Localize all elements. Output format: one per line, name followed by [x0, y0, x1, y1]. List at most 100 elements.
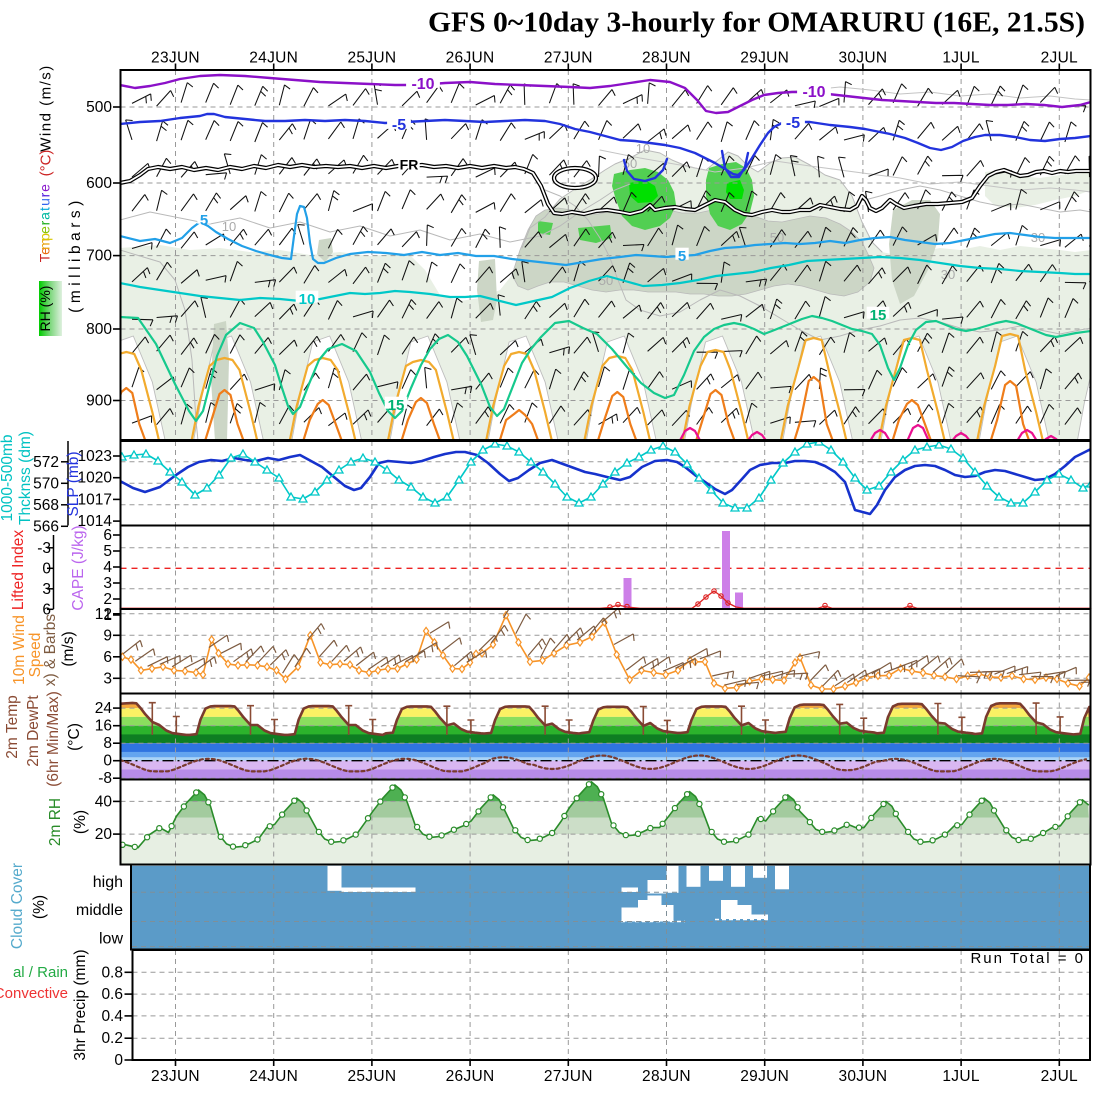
svg-text:8: 8: [103, 735, 112, 752]
svg-text:20: 20: [95, 826, 113, 843]
svg-text:2: 2: [103, 591, 112, 608]
svg-text:FR: FR: [400, 157, 419, 173]
svg-text:3: 3: [103, 575, 112, 592]
svg-text:24JUN: 24JUN: [249, 50, 298, 67]
svg-text:x) & Barbs: x) & Barbs: [42, 614, 59, 687]
svg-text:570: 570: [33, 475, 59, 492]
svg-text:e: e: [37, 247, 53, 255]
svg-text:900: 900: [86, 393, 112, 410]
svg-text:-10: -10: [802, 84, 825, 101]
svg-text:(m/s): (m/s): [60, 631, 77, 666]
svg-text:30JUN: 30JUN: [838, 1068, 887, 1085]
svg-text:e: e: [37, 226, 53, 234]
svg-text:Convective: Convective: [0, 985, 68, 1002]
svg-text:24JUN: 24JUN: [249, 1068, 298, 1085]
svg-text:Lifted Index: Lifted Index: [10, 530, 27, 610]
svg-text:5: 5: [200, 212, 208, 229]
svg-text:9: 9: [103, 627, 112, 644]
svg-text:1000-500mb: 1000-500mb: [0, 434, 16, 521]
svg-text:a: a: [37, 212, 53, 220]
svg-text:27JUN: 27JUN: [544, 50, 593, 67]
svg-text:500: 500: [86, 99, 112, 116]
svg-text:800: 800: [86, 321, 112, 338]
svg-text:3hr Precip (mm): 3hr Precip (mm): [72, 949, 89, 1060]
svg-text:15: 15: [870, 307, 887, 324]
svg-text:2m RH: 2m RH: [47, 798, 64, 846]
svg-text:25JUN: 25JUN: [347, 50, 396, 67]
svg-text:568: 568: [33, 497, 59, 514]
svg-text:27JUN: 27JUN: [544, 1068, 593, 1085]
svg-text:(%): (%): [31, 895, 48, 919]
svg-text:26JUN: 26JUN: [446, 1068, 495, 1085]
svg-text:1JUL: 1JUL: [942, 1068, 979, 1085]
svg-text:-5: -5: [392, 117, 406, 134]
svg-text:6: 6: [42, 601, 51, 618]
svg-text:29JUN: 29JUN: [740, 50, 789, 67]
svg-text:2m Temp: 2m Temp: [4, 695, 21, 758]
svg-text:40: 40: [95, 793, 113, 810]
svg-text:Thcknss (dm): Thcknss (dm): [17, 431, 34, 525]
svg-text:10m Wind: 10m Wind: [11, 615, 28, 685]
svg-text:2JUL: 2JUL: [1041, 1068, 1078, 1085]
svg-text:23JUN: 23JUN: [151, 1068, 200, 1085]
svg-text:-5: -5: [786, 115, 800, 132]
svg-text:566: 566: [33, 518, 59, 535]
svg-text:3: 3: [103, 670, 112, 687]
svg-text:GFS 0~10day 3-hourly for OMARU: GFS 0~10day 3-hourly for OMARURU (16E, 2…: [428, 7, 1085, 39]
svg-text:SLP (mb): SLP (mb): [65, 451, 82, 516]
svg-text:r: r: [37, 220, 53, 225]
svg-text:12: 12: [95, 606, 112, 623]
svg-text:600: 600: [86, 175, 112, 192]
svg-text:10: 10: [636, 141, 650, 156]
svg-text:Run Total = 0: Run Total = 0: [970, 950, 1085, 967]
svg-text:1020: 1020: [78, 470, 113, 487]
svg-text:2m DewPt: 2m DewPt: [25, 695, 42, 767]
svg-text:high: high: [93, 874, 123, 891]
svg-text:e: e: [37, 184, 53, 192]
svg-text:25JUN: 25JUN: [347, 1068, 396, 1085]
svg-text:(°C): (°C): [66, 723, 83, 751]
svg-text:1JUL: 1JUL: [942, 50, 979, 67]
svg-text:700: 700: [86, 248, 112, 265]
svg-text:0.6: 0.6: [101, 986, 123, 1003]
svg-text:28JUN: 28JUN: [642, 1068, 691, 1085]
svg-text:0.4: 0.4: [101, 1008, 123, 1025]
svg-text:-10: -10: [411, 76, 434, 93]
svg-text:low: low: [99, 931, 123, 948]
svg-text:1017: 1017: [78, 491, 112, 508]
svg-text:CAPE (J/kg): CAPE (J/kg): [70, 525, 87, 610]
svg-text:1023: 1023: [78, 448, 112, 465]
svg-text:middle: middle: [76, 902, 123, 919]
svg-text:T: T: [37, 253, 53, 262]
svg-text:15: 15: [388, 397, 405, 414]
svg-text:(°C): (°C): [38, 150, 55, 177]
svg-text:5: 5: [678, 248, 686, 265]
svg-text:23JUN: 23JUN: [151, 50, 200, 67]
svg-text:10: 10: [299, 291, 316, 308]
svg-text:24: 24: [95, 700, 113, 717]
svg-text:Speed: Speed: [27, 633, 44, 678]
svg-text:Cloud Cover: Cloud Cover: [9, 863, 26, 949]
svg-text:RH (%): RH (%): [37, 286, 53, 332]
svg-text:26JUN: 26JUN: [446, 50, 495, 67]
svg-text:m: m: [37, 238, 53, 250]
svg-text:28JUN: 28JUN: [642, 50, 691, 67]
svg-text:u: u: [37, 198, 53, 206]
svg-text:-3: -3: [37, 540, 51, 557]
svg-text:0: 0: [42, 560, 51, 577]
svg-text:t: t: [37, 207, 53, 211]
svg-text:10: 10: [222, 219, 236, 234]
svg-text:4: 4: [103, 559, 112, 576]
svg-text:-8: -8: [98, 770, 112, 787]
svg-text:(%): (%): [72, 810, 89, 834]
svg-text:1014: 1014: [78, 513, 113, 530]
svg-text:3: 3: [42, 581, 51, 598]
svg-text:p: p: [37, 233, 53, 241]
svg-text:0.2: 0.2: [101, 1030, 123, 1047]
svg-text:29JUN: 29JUN: [740, 1068, 789, 1085]
svg-text:r: r: [37, 192, 53, 197]
svg-text:572: 572: [33, 454, 59, 471]
svg-text:0: 0: [114, 1052, 123, 1069]
svg-text:5: 5: [103, 543, 112, 560]
svg-text:0.8: 0.8: [101, 964, 123, 981]
